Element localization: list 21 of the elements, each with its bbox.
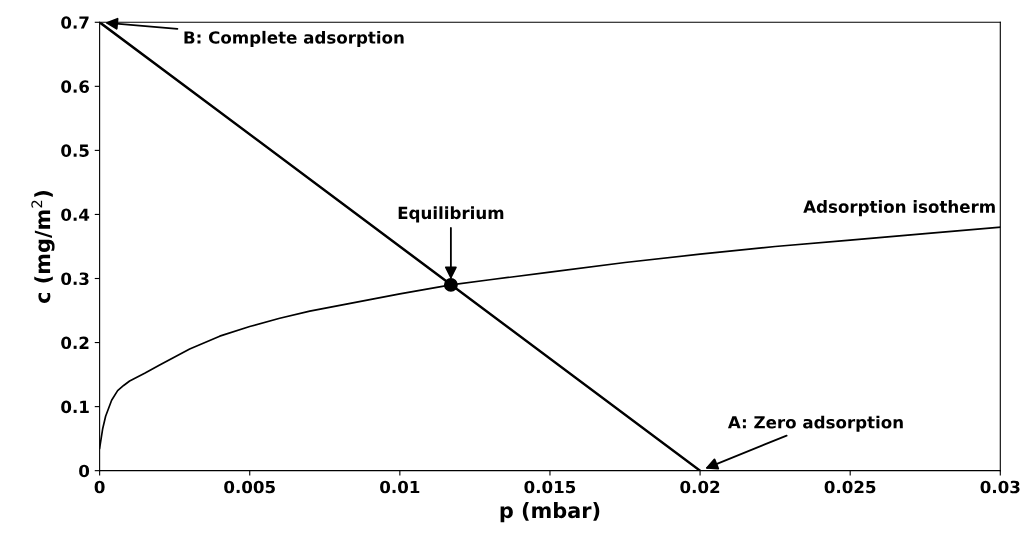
annotation: B: Complete adsorption: [184, 30, 404, 48]
y-tick-label: 0.5: [61, 144, 89, 157]
y-tick-label: 0: [79, 464, 90, 478]
x-tick-label: 0.02: [680, 480, 720, 494]
x-tick-label: 0.005: [224, 480, 275, 494]
y-tick-label: 0.4: [61, 208, 90, 222]
series-label: Adsorption isotherm: [803, 200, 995, 217]
x-tick-label: 0: [94, 480, 105, 494]
x-tick-label: 0.03: [980, 480, 1020, 494]
y-tick-label: 0.1: [61, 400, 89, 414]
x-tick-label: 0.025: [824, 480, 876, 494]
x-tick-label: 0.01: [380, 480, 420, 494]
y-tick-label: 0.3: [61, 272, 89, 286]
y-tick-label: 0.2: [61, 336, 89, 350]
y-axis-title: c (mg/m$^{2}$): [31, 191, 55, 303]
y-tick-label: 0.6: [61, 80, 89, 93]
x-tick-label: 0.015: [524, 480, 576, 494]
annotation: Equilibrium: [398, 206, 504, 223]
x-axis-title: p (mbar): [500, 502, 600, 523]
y-tick-label: 0.7: [61, 16, 89, 29]
annotation: A: Zero adsorption: [727, 415, 903, 432]
